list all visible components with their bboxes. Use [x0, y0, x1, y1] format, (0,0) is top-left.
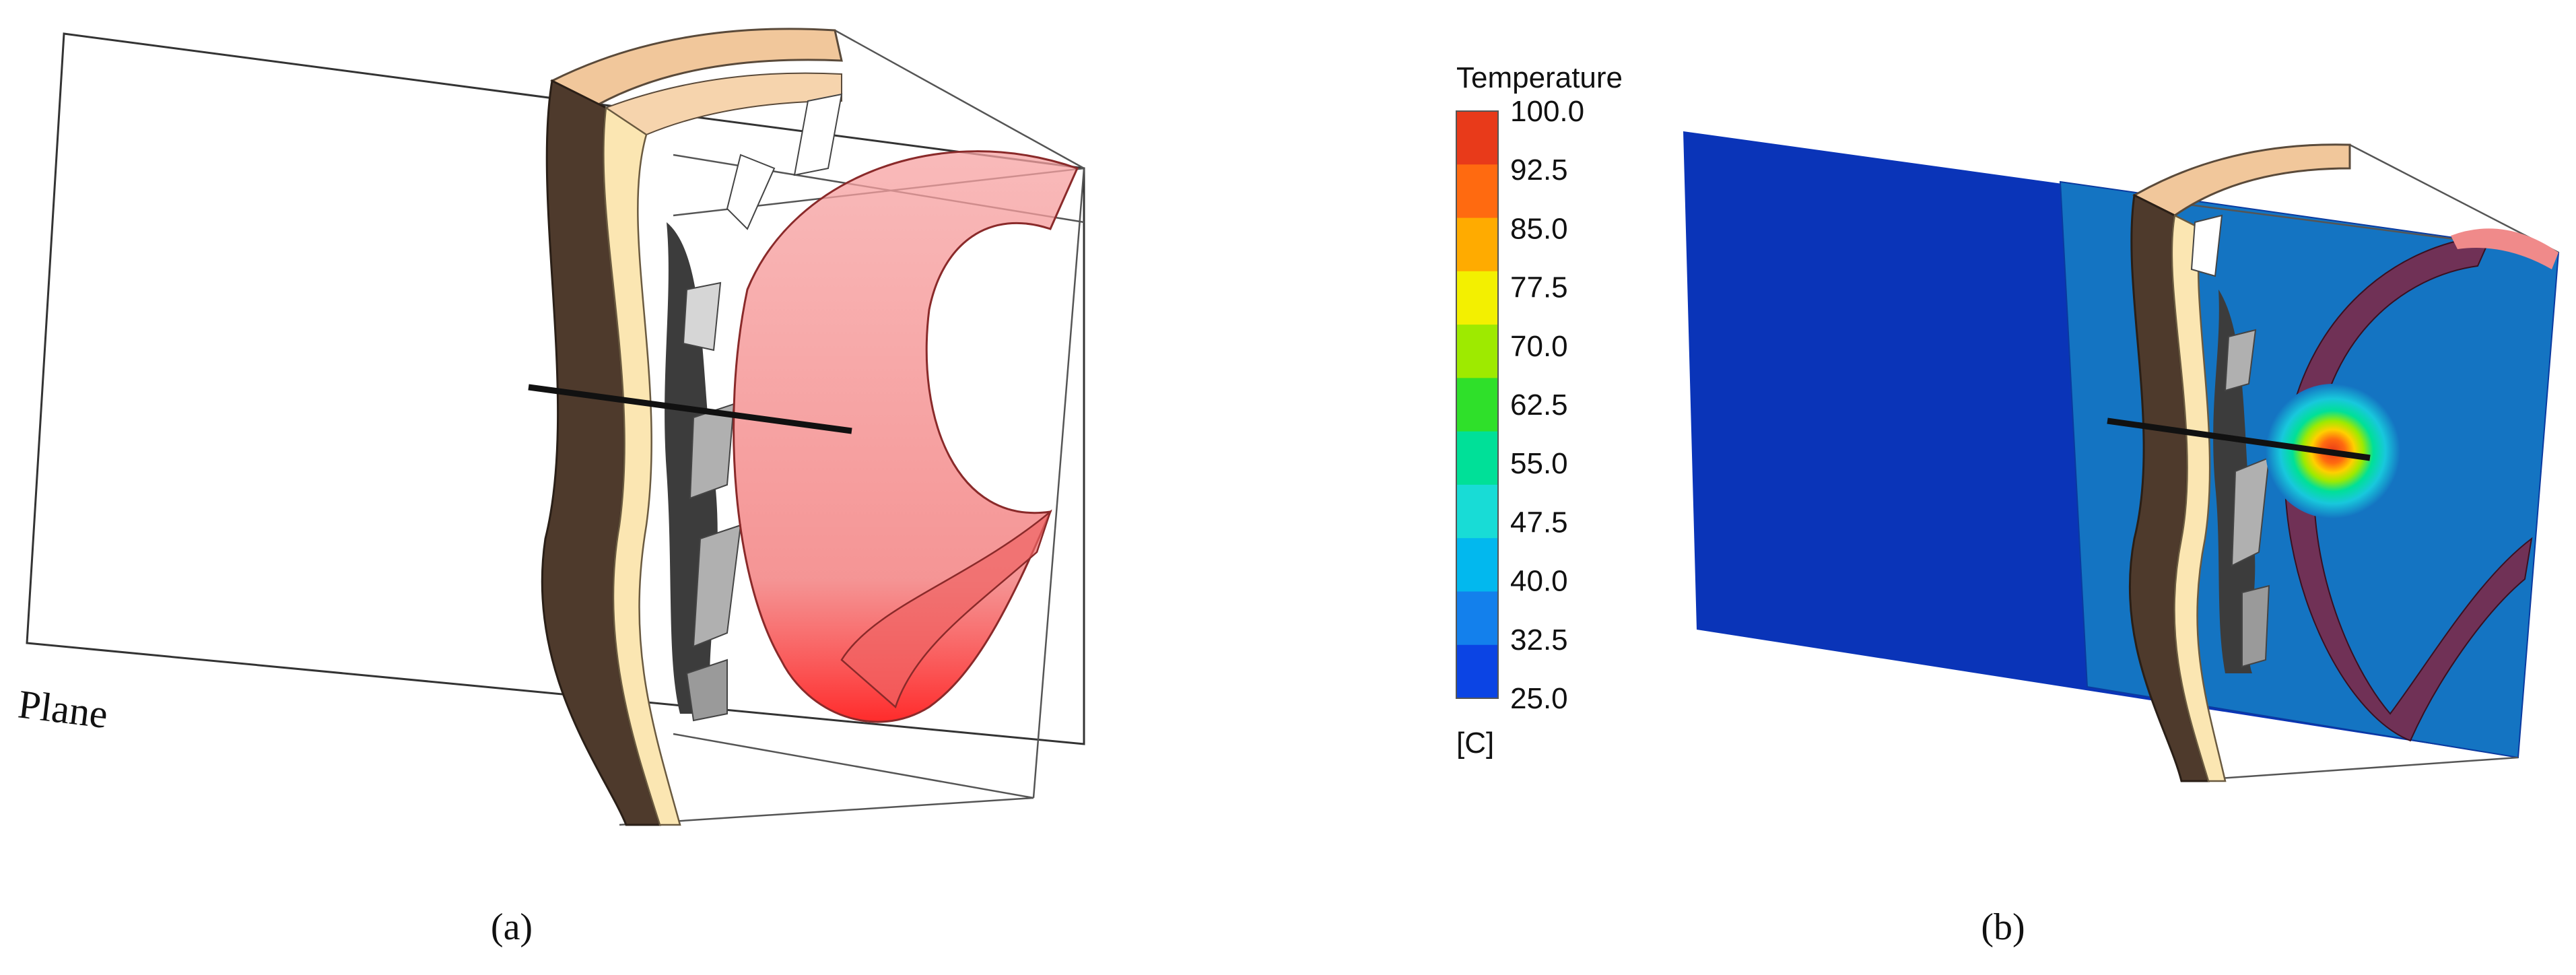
- colorbar-swatch: [1456, 111, 1498, 165]
- muscle-layer: [550, 28, 843, 109]
- colorbar-swatch: [1456, 271, 1498, 325]
- colorbar-swatch: [1456, 431, 1498, 485]
- fat-layer: [603, 106, 681, 826]
- probe-needle-b: [2107, 417, 2371, 461]
- colorbar-swatch: [1456, 378, 1498, 432]
- colorbar-tick-label: 62.5: [1510, 389, 1568, 422]
- temperature-colorbar: Temperature 100.0 92.5 85.0 77.5 70.0 62.5 55.…: [1456, 61, 1623, 760]
- muscle-layer-b: [2132, 143, 2351, 217]
- colorbar-tick-label: 92.5: [1510, 154, 1568, 187]
- colorbar-unit: [C]: [1456, 727, 1494, 760]
- colorbar-tick-label: 47.5: [1510, 506, 1568, 539]
- colorbar-frame: [1456, 110, 1499, 699]
- plane-label: Plane: [15, 681, 110, 737]
- colorbar-swatches: [1456, 111, 1498, 699]
- colorbar-swatch: [1456, 164, 1498, 219]
- caption-a: (a): [491, 906, 533, 948]
- probe-needle: [528, 384, 852, 434]
- panel-b: (b): [1683, 131, 2560, 948]
- colorbar-tick-label: 70.0: [1510, 330, 1568, 363]
- colorbar-tick-labels: 100.0 92.5 85.0 77.5 70.0 62.5 55.0 47.5 40.0 32.…: [1510, 95, 1584, 715]
- colorbar-tick-label: 25.0: [1510, 682, 1568, 715]
- colorbar-title: Temperature: [1456, 61, 1623, 94]
- muscle-band: [604, 72, 842, 136]
- dark-tissue-b: [2213, 290, 2256, 673]
- caption-b: (b): [1981, 906, 2025, 948]
- colorbar-tick-label: 32.5: [1510, 624, 1568, 657]
- plane-outline: [26, 32, 1085, 745]
- colorbar-swatch: [1456, 484, 1498, 539]
- colorbar-swatch: [1456, 217, 1498, 272]
- colorbar-tick-label: 77.5: [1510, 271, 1568, 304]
- colorbar-swatch: [1456, 644, 1498, 699]
- colorbar-swatch: [1456, 325, 1498, 378]
- colorbar-swatch: [1456, 591, 1498, 646]
- ablation-cap: [2451, 228, 2558, 269]
- bone-fragments-b: [2190, 214, 2270, 668]
- bone-fragments: [682, 93, 843, 722]
- panel-a: Plane (a): [15, 28, 1085, 948]
- colorbar-tick-label: 40.0: [1510, 565, 1568, 598]
- fat-layer-b: [2171, 214, 2227, 782]
- ablation-tail: [840, 509, 1052, 709]
- colorbar-tick-label: 55.0: [1510, 447, 1568, 480]
- colorbar-swatch: [1456, 538, 1498, 592]
- colorbar-tick-label: 100.0: [1510, 95, 1584, 128]
- colorbar-tick-label: 85.0: [1510, 212, 1568, 245]
